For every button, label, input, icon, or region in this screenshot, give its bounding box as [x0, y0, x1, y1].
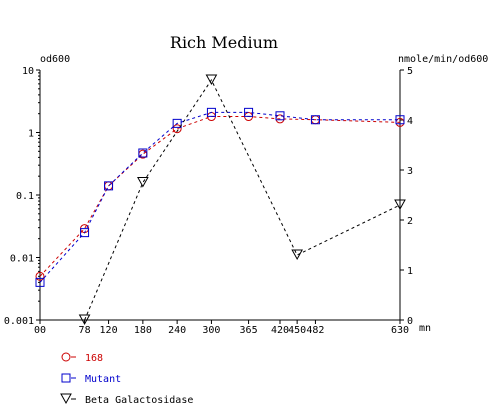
- series-line: [84, 78, 401, 321]
- x-tick-label: 420: [271, 325, 289, 336]
- x-tick-label: 300: [202, 325, 220, 336]
- data-point: [394, 199, 406, 211]
- data-point: [395, 115, 405, 125]
- data-point: [172, 118, 182, 128]
- data-point: [78, 314, 91, 326]
- series-line: [39, 111, 400, 283]
- data-point: [310, 115, 320, 125]
- legend-label: Mutant: [85, 374, 121, 385]
- y-left-tick-label: 0.1: [16, 191, 34, 202]
- y-right-tick-label: 1: [407, 266, 413, 277]
- legend: 168 Mutant Beta Galactosidase: [60, 352, 193, 405]
- series-168: [35, 112, 405, 281]
- legend-item: Beta Galactosidase: [60, 393, 193, 405]
- legend-item: Mutant: [61, 373, 121, 385]
- x-tick-label: 482: [306, 325, 324, 336]
- y-left-tick-label: 0.01: [10, 254, 34, 265]
- legend-marker: [60, 393, 72, 405]
- y-left-tick-label: 1: [28, 129, 34, 140]
- y-left-tick-label: 0.001: [4, 316, 34, 327]
- y-right-tick-label: 3: [407, 166, 413, 177]
- y-right-axis-label: nmole/min/od600: [398, 54, 488, 65]
- chart-title: Rich Medium: [170, 33, 278, 52]
- data-point: [80, 228, 90, 238]
- x-tick-label: 00: [34, 325, 46, 336]
- legend-marker: [61, 352, 71, 362]
- data-point: [137, 177, 149, 188]
- x-tick-label: 240: [168, 325, 186, 336]
- series-layer: [35, 74, 406, 326]
- y-right-tick-label: 4: [407, 116, 413, 127]
- series-mutant: [35, 107, 405, 287]
- x-tick-label: 120: [100, 325, 118, 336]
- legend-item: 168: [61, 352, 103, 364]
- x-axis-unit-label: mn: [419, 323, 431, 334]
- data-point: [172, 124, 182, 134]
- legend-label: 168: [85, 353, 103, 364]
- data-point: [244, 107, 254, 117]
- y-left-axis-label: od600: [40, 54, 70, 65]
- x-tick-label: 78: [79, 325, 91, 336]
- data-point: [206, 107, 216, 117]
- y-left-tick-label: 10: [22, 66, 34, 77]
- legend-marker: [61, 373, 71, 383]
- data-point: [35, 277, 45, 287]
- x-tick-label: 630: [391, 325, 409, 336]
- data-point: [35, 271, 45, 281]
- data-point: [205, 74, 218, 86]
- y-right-tick-label: 2: [407, 216, 413, 227]
- data-point: [138, 148, 148, 158]
- data-point: [104, 181, 114, 191]
- x-tick-label: 450: [288, 325, 306, 336]
- legend-label: Beta Galactosidase: [85, 395, 193, 405]
- data-point: [291, 249, 303, 261]
- data-point: [275, 111, 285, 121]
- y-right-tick-label: 5: [407, 66, 413, 77]
- series-beta-galactosidase: [78, 74, 406, 326]
- x-tick-label: 180: [134, 325, 152, 336]
- x-tick-label: 365: [240, 325, 258, 336]
- y-right-tick-label: 0: [407, 316, 413, 327]
- series-line: [39, 116, 401, 277]
